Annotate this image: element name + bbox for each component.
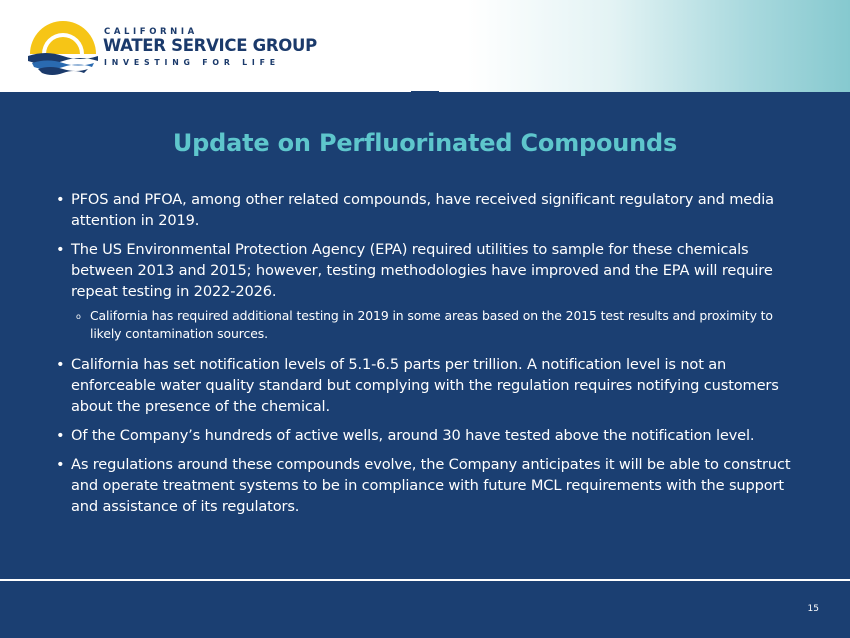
sub-bullet-marker: o [76, 312, 81, 321]
bullet-text: PFOS and PFOA, among other related compo… [71, 191, 774, 229]
company-logo: CALIFORNIA WATER SERVICE GROUP INVESTING… [28, 20, 328, 76]
sub-bullet-text: California has required additional testi… [90, 308, 773, 341]
bullet-list: • PFOS and PFOA, among other related com… [56, 189, 801, 525]
chevron-down-icon [411, 91, 439, 105]
sub-list-item: o California has required additional tes… [56, 307, 801, 343]
bullet-text: California has set notification levels o… [71, 356, 779, 415]
list-item: • The US Environmental Protection Agency… [56, 239, 801, 302]
bullet-text: Of the Company’s hundreds of active well… [71, 427, 755, 444]
bullet-marker: • [56, 191, 65, 208]
bullet-marker: • [56, 241, 65, 258]
bullet-marker: • [56, 456, 65, 473]
footer-band [0, 581, 850, 638]
content-panel [0, 92, 850, 579]
bullet-text: As regulations around these compounds ev… [71, 456, 791, 515]
bullet-text: The US Environmental Protection Agency (… [71, 241, 773, 300]
sun-wave-logo-icon [28, 21, 98, 75]
header-band: CALIFORNIA WATER SERVICE GROUP INVESTING… [0, 0, 850, 92]
bullet-marker: • [56, 356, 65, 373]
list-item: • Of the Company’s hundreds of active we… [56, 425, 801, 446]
logo-main-text: WATER SERVICE GROUP [103, 36, 317, 55]
page-title: Update on Perfluorinated Compounds [172, 129, 678, 157]
logo-tagline: INVESTING FOR LIFE [104, 58, 280, 67]
logo-top-text: CALIFORNIA [104, 27, 198, 37]
bullet-marker: • [56, 427, 65, 444]
list-item: • As regulations around these compounds … [56, 454, 801, 517]
list-item: • PFOS and PFOA, among other related com… [56, 189, 801, 231]
list-item: • California has set notification levels… [56, 354, 801, 417]
page-number: 15 [807, 604, 819, 614]
